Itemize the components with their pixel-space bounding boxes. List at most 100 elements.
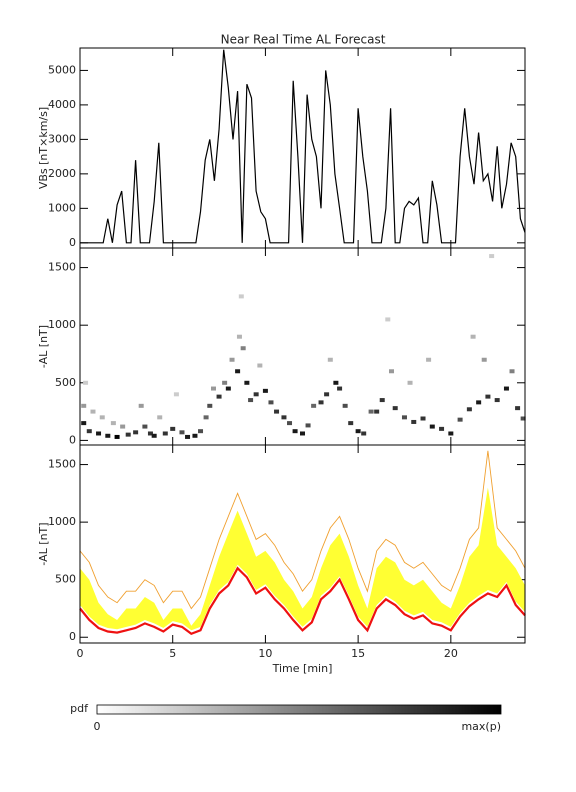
series-line <box>79 566 526 636</box>
y-tick-label: 1500 <box>48 458 76 471</box>
density-cell <box>457 417 463 422</box>
y-axis-label: VBs [nT×km/s] <box>37 107 50 189</box>
x-tick-label: 15 <box>351 647 365 660</box>
density-cell <box>361 431 367 436</box>
density-cell <box>147 431 153 436</box>
density-cell <box>420 416 426 421</box>
density-cell <box>81 403 87 408</box>
y-tick-label: 3000 <box>48 132 76 145</box>
density-cell <box>470 334 476 339</box>
y-tick-label: 1000 <box>48 201 76 214</box>
density-cell <box>411 419 417 424</box>
density-cell <box>198 429 204 434</box>
density-cell <box>253 392 259 397</box>
y-tick-label: 4000 <box>48 98 76 111</box>
density-cell <box>235 369 241 374</box>
band <box>80 487 525 631</box>
density-cell <box>110 421 116 426</box>
y-tick-label: 500 <box>55 573 76 586</box>
series-line <box>79 450 526 610</box>
density-cell <box>105 433 111 438</box>
density-cell <box>379 398 385 403</box>
density-cell <box>120 424 126 429</box>
density-cell <box>342 403 348 408</box>
density-cell <box>83 380 89 385</box>
density-cell <box>133 430 139 435</box>
density-cell <box>244 380 250 385</box>
density-cell <box>268 400 274 405</box>
density-cell <box>426 357 432 362</box>
density-cell <box>248 398 254 403</box>
y-axis-label: -AL [nT] <box>37 325 50 368</box>
x-tick-label: 10 <box>258 647 272 660</box>
density-cell <box>337 386 343 391</box>
density-cell <box>489 254 495 259</box>
y-tick-label: 2000 <box>48 167 76 180</box>
y-tick-label: 5000 <box>48 63 76 76</box>
density-cell <box>389 369 394 374</box>
density-cell <box>392 406 398 411</box>
density-cell <box>211 386 216 391</box>
density-cell <box>385 317 391 322</box>
density-cell <box>509 369 515 374</box>
x-tick-label: 5 <box>169 647 176 660</box>
y-tick-label: 0 <box>69 433 76 446</box>
chart-title: Near Real Time AL Forecast <box>221 33 386 47</box>
density-cell <box>257 363 263 368</box>
density-cell <box>520 416 526 421</box>
density-cell <box>305 423 311 428</box>
density-cell <box>90 409 96 414</box>
colorbar-min: 0 <box>94 720 101 733</box>
density-cell <box>485 394 491 399</box>
y-tick-label: 0 <box>69 236 76 249</box>
density-cell <box>355 429 361 434</box>
x-axis-label: Time [min] <box>272 662 333 675</box>
density-cell <box>300 431 305 436</box>
density-cell <box>157 415 163 420</box>
y-tick-label: 1000 <box>48 515 76 528</box>
density-cell <box>125 432 131 437</box>
density-cell <box>311 403 317 408</box>
plot-frame <box>79 444 526 644</box>
density-cell <box>142 424 148 429</box>
series-line <box>80 49 526 244</box>
density-cell <box>348 421 354 426</box>
density-cell <box>429 424 435 429</box>
density-cell <box>225 386 231 391</box>
density-cell <box>327 357 333 362</box>
colorbar-label: pdf <box>70 702 89 715</box>
density-cell <box>170 426 176 431</box>
density-cell <box>229 357 235 362</box>
density-cell <box>207 403 213 408</box>
y-axis-label: -AL [nT] <box>37 522 50 565</box>
density-cell <box>448 431 454 436</box>
density-cell <box>99 415 105 420</box>
density-cell <box>318 400 324 405</box>
density-cell <box>503 386 509 391</box>
x-tick-label: 0 <box>77 647 84 660</box>
density-cell <box>292 429 298 434</box>
density-cell <box>216 394 222 399</box>
density-cell <box>515 406 521 411</box>
y-tick-label: 1500 <box>48 261 76 274</box>
density-cell <box>236 334 242 339</box>
density-cell <box>262 388 268 393</box>
density-cell <box>114 434 120 439</box>
density-cell <box>151 433 157 438</box>
density-cell <box>240 346 246 351</box>
density-cell <box>374 409 380 414</box>
density-cell <box>476 400 482 405</box>
density-cell <box>481 357 487 362</box>
x-tick-label: 20 <box>444 647 458 660</box>
density-cell <box>81 421 87 426</box>
density-cell <box>192 433 198 438</box>
y-tick-label: 500 <box>55 376 76 389</box>
colorbar <box>96 704 502 715</box>
density-cell <box>86 429 92 434</box>
density-cell <box>287 421 293 426</box>
colorbar-max: max(p) <box>461 720 501 733</box>
density-cell <box>368 409 374 414</box>
density-cell <box>407 380 413 385</box>
